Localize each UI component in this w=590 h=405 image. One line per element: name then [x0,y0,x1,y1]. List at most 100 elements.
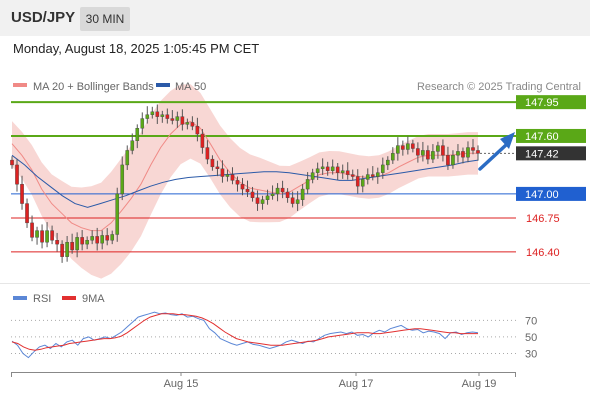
header-bar: USD/JPY 30 MIN [0,0,590,36]
candle-body [360,179,365,187]
candle-body [55,240,59,245]
candle-body [401,145,405,150]
candle-body [160,114,165,117]
candle-body [100,235,104,244]
ma20-legend-swatch [13,83,27,87]
price-panel: 147.95 147.60 147.42 147.00 146.75 146.40 MA … [0,70,590,284]
candle-body [220,168,225,177]
candle-body [471,147,475,151]
candle-body [30,222,34,238]
candle-body [416,148,420,156]
candle-body [165,114,170,119]
candle-body [330,166,335,171]
candle-body [396,145,400,154]
ma20-legend-label: MA 20 + Bollinger Bands [33,81,154,93]
x-tick-label: Aug 19 [462,378,497,390]
ma9-legend-label: 9MA [82,293,105,305]
candle-body [285,191,290,198]
candle-body [406,143,410,150]
candle-body [270,193,275,197]
candle-body [95,236,99,244]
candle-body [446,155,450,166]
candle-body [245,188,250,193]
candle-body [240,184,245,190]
level-tag-resistance [516,95,586,110]
ma9-legend-swatch [62,296,76,300]
level-label-pivot: 147.00 [525,189,559,201]
candle-body [265,195,270,200]
candle-body [50,230,54,241]
candle-body [120,164,125,195]
candle-body [365,174,370,180]
ma50-legend-label: MA 50 [175,81,206,93]
rsi-tick-label: 70 [525,315,537,327]
candle-body [421,150,425,156]
candle-body [335,166,340,173]
candle-body [195,126,200,135]
candle-body [40,230,44,243]
x-tick-label: Aug 15 [164,378,199,390]
candle-body [411,143,415,149]
candle-body [386,159,390,166]
ma9-line [11,313,478,351]
candle-body [205,147,210,160]
rsi-panel: RSI 9MA 70 50 30 Aug 15 Aug 17 Aug 19 [0,284,590,400]
candle-body [431,151,435,160]
credit-label: Research © 2025 Trading Central [417,81,581,93]
candle-body [200,133,205,148]
interval-button[interactable]: 30 MIN [80,7,130,31]
candle-body [320,166,325,169]
datetime-label: Monday, August 18, 2025 1:05:45 PM CET [13,41,260,56]
candle-body [391,153,395,161]
candle-body [310,172,315,180]
candle-body [250,191,255,198]
candle-body [135,128,140,141]
candle-body [290,197,295,204]
candle-body [255,197,260,204]
candle-body [295,199,300,204]
candle-body [345,170,350,175]
candle-body [340,170,345,173]
rsi-tick-label: 30 [525,348,537,360]
candle-body [315,168,320,173]
candle-body [456,151,460,156]
candle-body [466,147,470,158]
candle-body [461,151,465,158]
x-tick-label: Aug 17 [339,378,374,390]
level-label-resistance: 147.60 [525,131,559,143]
level-tag-last-price [516,146,586,161]
candle-body [180,116,185,125]
candle-body [300,188,305,200]
level-label-support: 146.40 [526,247,560,259]
candle-body [275,187,280,195]
candle-body [350,174,355,177]
ma50-line [11,154,479,208]
candle-body [476,150,480,154]
candle-body [375,172,380,177]
rsi-chart[interactable]: RSI 9MA 70 50 30 Aug 15 Aug 17 Aug 19 [0,284,590,400]
candle-body [280,187,285,193]
candle-body [170,118,175,121]
candle-body [140,118,145,129]
candle-body [370,174,375,177]
rsi-legend-label: RSI [33,293,51,305]
price-chart[interactable]: 147.95 147.60 147.42 147.00 146.75 146.40 MA … [0,70,590,284]
candle-body [75,237,79,251]
candle-body [325,166,330,171]
candle-body [305,179,310,190]
candle-body [130,140,135,151]
level-label-resistance: 147.95 [525,97,559,109]
candle-body [451,155,455,166]
candle-body [10,159,14,166]
candle-body [80,237,84,245]
ma20-line [11,120,478,232]
level-tag-resistance [516,128,586,143]
candle-body [215,166,220,169]
trend-arrow-icon [478,132,515,171]
candle-body [110,234,115,241]
candle-body [20,184,24,204]
candle-body [35,230,39,238]
candle-body [235,180,240,185]
symbol-title: USD/JPY [11,9,76,26]
candle-body [436,145,440,152]
